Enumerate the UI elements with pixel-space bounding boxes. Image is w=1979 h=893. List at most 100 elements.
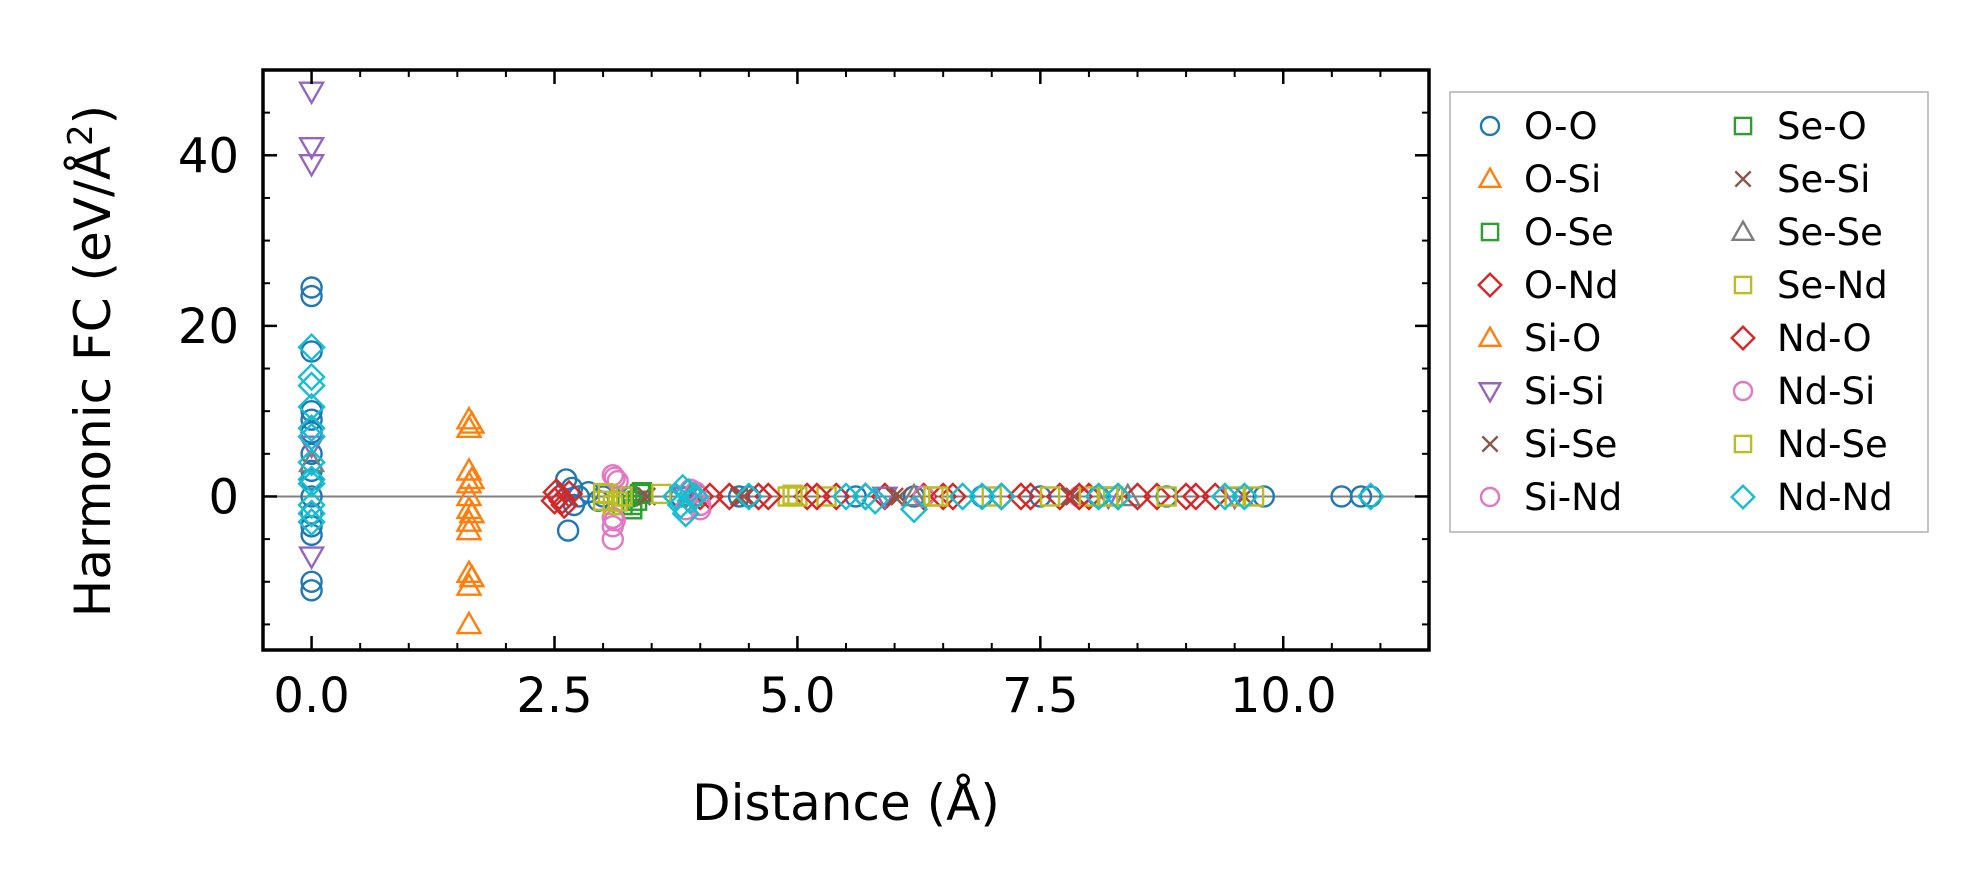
data-point-nd-nd xyxy=(297,414,326,443)
legend-label: Si-Se xyxy=(1524,423,1617,466)
legend-marker-o-si xyxy=(1477,166,1503,188)
data-point-se-se xyxy=(900,482,928,507)
data-point-nd-nd xyxy=(297,371,326,400)
data-point-o-nd xyxy=(822,482,851,511)
legend-item-se-si: Se-Si xyxy=(1734,158,1870,201)
data-point-o-o xyxy=(300,502,323,525)
legend-item-si-o: Si-O xyxy=(1477,317,1601,360)
data-point-o-o xyxy=(300,408,323,431)
y-axis-label-superscript: 2 xyxy=(61,124,101,146)
legend-label: Nd-Se xyxy=(1777,423,1888,466)
data-point-se-nd xyxy=(651,483,672,505)
data-point-si-o xyxy=(458,465,486,490)
legend-label: O-Si xyxy=(1524,158,1601,201)
data-point-o-nd xyxy=(1016,482,1045,511)
data-point-o-nd xyxy=(1142,482,1172,511)
legend-item-o-o: O-O xyxy=(1479,105,1598,148)
data-point-nd-nd xyxy=(666,490,696,520)
data-point-nd-se xyxy=(607,491,628,512)
data-point-o-si xyxy=(455,456,483,481)
data-point-o-o xyxy=(300,340,323,363)
legend-marker-si-si xyxy=(1477,382,1503,404)
data-point-nd-nd xyxy=(899,495,929,524)
legend-marker-nd-o xyxy=(1730,325,1756,351)
x-axis-label: Distance (Å) xyxy=(692,774,1000,832)
legend-item-si-nd: Si-Nd xyxy=(1479,476,1622,519)
legend-marker-o-o xyxy=(1479,115,1501,137)
data-point-nd-o xyxy=(542,478,571,507)
legend-item-o-si: O-Si xyxy=(1477,158,1601,201)
legend: O-O O-Si O-Se O-Nd Si-O Si-Si Si-Se Si-Nd Se-O Se… xyxy=(1449,91,1929,533)
data-point-o-o xyxy=(300,399,323,423)
legend-label: O-O xyxy=(1524,105,1598,148)
legend-label: O-Se xyxy=(1524,211,1614,254)
x-tick-label: 5.0 xyxy=(759,668,835,724)
series-nd-nd xyxy=(297,333,1385,537)
data-point-nd-o xyxy=(1181,482,1210,511)
data-point-o-si xyxy=(455,610,483,635)
legend-marker-si-nd xyxy=(1479,486,1501,508)
legend-label: Se-Nd xyxy=(1777,264,1888,307)
data-point-nd-o xyxy=(802,482,832,511)
data-point-si-se xyxy=(885,487,904,506)
data-point-o-si xyxy=(455,508,483,532)
legend-label: Se-Se xyxy=(1777,211,1883,254)
series-o-si xyxy=(455,405,483,635)
legend-marker-o-nd xyxy=(1477,272,1503,298)
data-point-o-o xyxy=(300,284,323,308)
data-point-nd-se xyxy=(782,484,803,505)
legend-item-o-nd: O-Nd xyxy=(1477,264,1619,307)
data-point-nd-nd xyxy=(831,482,861,511)
legend-marker-si-o xyxy=(1477,325,1503,347)
data-point-o-o xyxy=(300,421,323,444)
data-point-nd-nd xyxy=(1084,482,1113,511)
data-point-nd-o xyxy=(1006,482,1036,511)
legend-marker-o-se xyxy=(1480,222,1500,242)
legend-marker-nd-nd xyxy=(1730,484,1756,510)
legend-marker-si-se xyxy=(1481,435,1499,453)
data-point-se-nd xyxy=(1039,486,1061,507)
data-point-o-o xyxy=(727,485,751,508)
data-point-se-nd xyxy=(787,486,808,507)
data-point-nd-nd xyxy=(1230,482,1259,511)
legend-item-se-se: Se-Se xyxy=(1730,211,1883,254)
data-point-nd-se xyxy=(928,486,949,507)
legend-label: Se-Si xyxy=(1777,158,1870,201)
data-point-nd-nd xyxy=(297,490,326,520)
data-point-o-o xyxy=(556,519,580,542)
data-point-nd-o xyxy=(548,486,577,515)
legend-marker-nd-se xyxy=(1733,434,1753,454)
data-point-o-si xyxy=(455,516,483,541)
legend-item-se-nd: Se-Nd xyxy=(1733,264,1888,307)
legend-item-nd-si: Nd-Si xyxy=(1732,370,1875,413)
legend-item-si-si: Si-Si xyxy=(1477,370,1605,413)
data-point-o-nd xyxy=(744,482,773,511)
legend-marker-se-o xyxy=(1733,116,1753,136)
legend-item-nd-nd: Nd-Nd xyxy=(1730,476,1893,519)
data-point-si-o xyxy=(458,499,486,524)
data-point-si-si xyxy=(871,486,899,511)
data-point-se-nd xyxy=(816,486,837,507)
data-point-nd-nd xyxy=(297,469,326,498)
data-point-nd-nd xyxy=(297,362,326,392)
legend-item-si-se: Si-Se xyxy=(1481,423,1617,466)
data-point-o-o xyxy=(300,579,323,602)
data-point-nd-o xyxy=(754,482,783,511)
data-point-o-nd xyxy=(792,482,822,511)
legend-marker-nd-si xyxy=(1732,380,1754,402)
data-point-nd-o xyxy=(1123,482,1152,511)
legend-label: Si-Nd xyxy=(1524,476,1622,519)
data-point-o-o xyxy=(1349,485,1373,508)
data-point-nd-o xyxy=(1065,482,1094,511)
data-point-si-si xyxy=(298,546,326,571)
y-tick-label: 0 xyxy=(208,469,239,525)
data-point-o-o xyxy=(300,570,323,593)
x-tick-label: 7.5 xyxy=(1002,668,1078,724)
data-point-nd-nd xyxy=(987,482,1016,511)
legend-label: Si-Si xyxy=(1524,370,1605,413)
legend-box xyxy=(1449,91,1929,533)
data-point-se-nd xyxy=(612,486,633,507)
data-point-si-o xyxy=(458,410,486,434)
legend-marker-se-si xyxy=(1734,170,1752,188)
data-point-si-si xyxy=(298,136,326,161)
